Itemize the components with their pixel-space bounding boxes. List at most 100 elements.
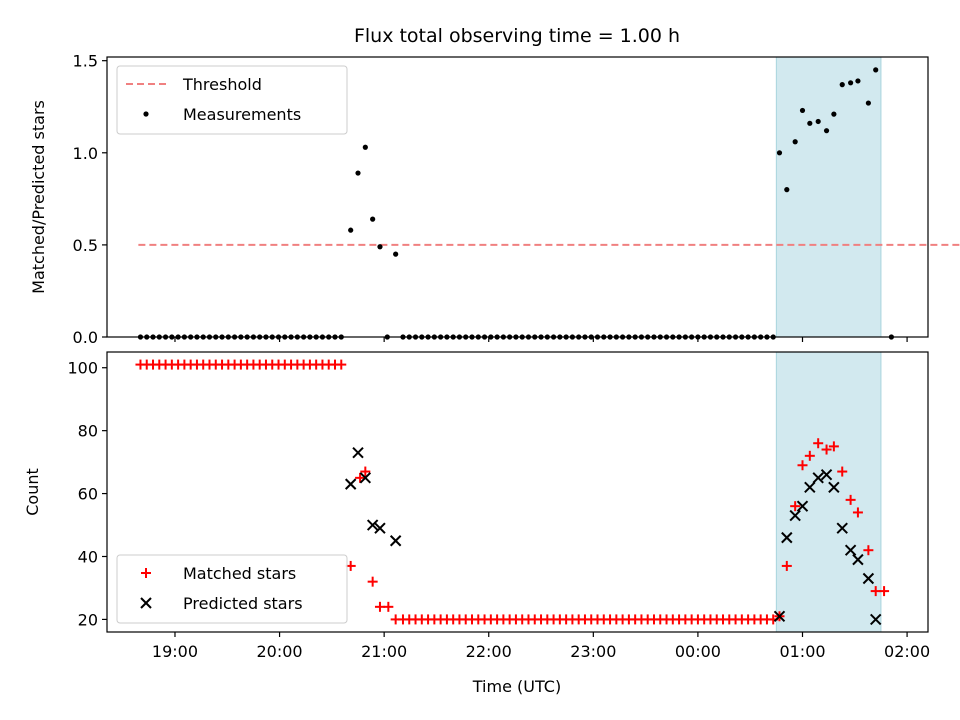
matched-star-point: [804, 450, 815, 461]
x-b: [366, 519, 379, 531]
matched-star-point: [383, 601, 394, 612]
x-tick-label: 00:00: [675, 642, 721, 661]
legend-box: [116, 65, 348, 135]
predicted-star-point: [828, 481, 840, 493]
legend-box: [116, 554, 348, 624]
measurement-point: [839, 82, 845, 88]
predicted-star-point: [374, 522, 386, 534]
matched-star-point: [821, 444, 832, 455]
predicted-star-point: [869, 613, 882, 626]
predicted-star-point: [812, 472, 824, 484]
measurement-point: [848, 80, 854, 86]
x-b: [869, 613, 882, 626]
predicted-star-point: [844, 544, 857, 556]
predicted-star-point: [789, 509, 801, 522]
x-b: [344, 478, 357, 490]
y-tick-label: 1.0: [73, 144, 98, 163]
y-tick-label: 1.5: [73, 52, 98, 71]
matched-star-point: [374, 601, 385, 612]
matched-star-point: [813, 438, 824, 449]
legend-dot-marker: [143, 111, 149, 117]
x-b: [352, 446, 364, 459]
predicted-star-point: [773, 610, 786, 622]
x-b: [836, 522, 848, 534]
measurement-point: [377, 244, 383, 250]
x-b: [820, 468, 833, 481]
matched-star-point: [367, 576, 378, 587]
measurement-point: [823, 128, 830, 134]
x-tick-label: 23:00: [570, 642, 616, 661]
x-tick-label: 22:00: [466, 642, 512, 661]
x-b: [359, 472, 372, 484]
measurement-point: [799, 107, 806, 114]
legend-label: Measurements: [183, 105, 301, 124]
x-tick-label: 01:00: [779, 642, 825, 661]
matched-star-point: [828, 441, 839, 452]
shaded-interval: [775, 56, 882, 338]
bottom-panel: 20 40 60 80 100 19:00 20:00 21:00 22:00 23:00 00:0…: [23, 351, 930, 661]
x-b: [852, 553, 864, 566]
matched-star-point: [355, 472, 366, 483]
x-tick-label: 19:00: [152, 642, 198, 661]
matched-star-point: [863, 545, 874, 556]
legend: Threshold Measurements: [116, 65, 348, 135]
x-b: [789, 509, 801, 522]
y-tick-label: 0.5: [73, 236, 98, 255]
y-axis-label: Count: [23, 468, 42, 516]
legend-label: Matched stars: [183, 564, 296, 583]
predicted-star-point: [389, 535, 402, 547]
x-b: [862, 572, 875, 585]
legend: Matched stars Predicted stars: [116, 554, 348, 624]
x-b: [828, 481, 840, 493]
y-tick-label: 80: [78, 422, 98, 441]
matched-star-point: [790, 501, 801, 512]
measurement-point: [855, 78, 861, 84]
predicted-star-point: [862, 572, 875, 585]
predicted-star-point: [804, 481, 816, 493]
matched-star-point: [852, 507, 863, 518]
predicted-star-point: [366, 519, 379, 531]
predicted-star-point: [820, 468, 833, 481]
x-b: [781, 531, 793, 544]
measurement-point: [815, 118, 821, 125]
measurement-point: [362, 144, 368, 150]
measurement-point: [873, 67, 879, 73]
x-b: [796, 500, 809, 512]
x-b: [773, 610, 786, 622]
predicted-star-point: [796, 500, 809, 512]
chart-title: Flux total observing time = 1.00 h: [354, 25, 680, 47]
predicted-star-point: [781, 531, 793, 544]
y-tick-label: 40: [78, 547, 98, 566]
x-tick-label: 02:00: [884, 642, 930, 661]
measurement-point: [792, 139, 798, 145]
measurement-point: [348, 227, 354, 233]
measurement-point: [831, 111, 837, 117]
y-axis-label: Matched/Predicted stars: [29, 100, 48, 294]
matched-star-point: [797, 460, 808, 471]
matched-star-point: [870, 586, 881, 597]
measurement-point: [807, 120, 813, 126]
predicted-star-point: [852, 553, 864, 566]
y-tick-label: 0.0: [73, 328, 98, 347]
matched-star-point: [781, 560, 792, 571]
axes-frame: [106, 56, 929, 338]
matched-star-point: [845, 494, 856, 505]
top-panel: 0.0 0.5 1.0 1.5 Matched/Predicted stars Thres…: [29, 52, 960, 347]
measurement-point: [393, 251, 399, 257]
x-tick-label: 20:00: [257, 642, 303, 661]
x-b: [804, 481, 816, 493]
matched-star-point: [336, 359, 347, 370]
x-tick-label: 21:00: [361, 642, 407, 661]
y-tick-label: 60: [78, 485, 98, 504]
x-b: [389, 535, 402, 547]
y-tick-label: 20: [78, 610, 98, 629]
measurement-point: [865, 100, 871, 106]
axes-frame: [106, 351, 929, 633]
measurement-point: [784, 187, 790, 193]
predicted-star-point: [344, 478, 357, 490]
predicted-star-point: [836, 522, 848, 534]
measurement-point: [370, 216, 376, 222]
x-b: [374, 522, 386, 534]
legend-label: Predicted stars: [183, 594, 303, 613]
